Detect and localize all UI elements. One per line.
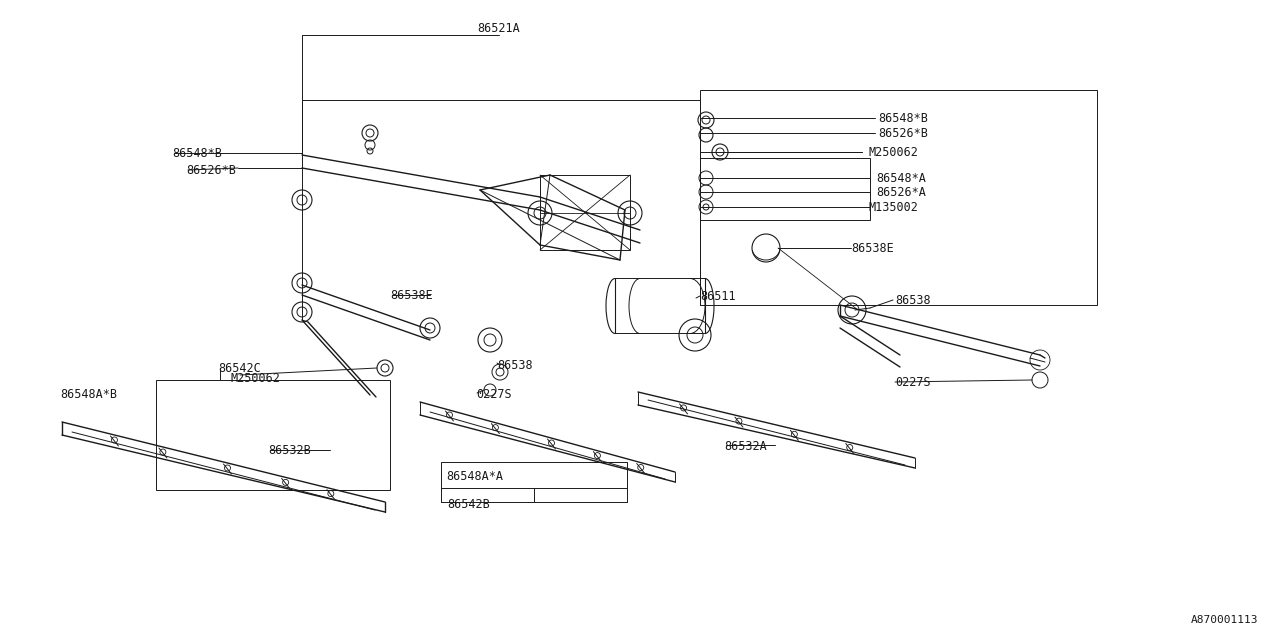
Text: 86548A*A: 86548A*A: [445, 470, 503, 483]
Text: 86511: 86511: [700, 289, 736, 303]
Text: M250062: M250062: [230, 371, 280, 385]
Text: 86526*A: 86526*A: [876, 186, 925, 198]
Text: 0227S: 0227S: [476, 388, 512, 401]
Text: 86542B: 86542B: [447, 497, 490, 511]
Text: 86538E: 86538E: [390, 289, 433, 301]
Text: 86538E: 86538E: [851, 241, 893, 255]
Bar: [700, 158, 870, 220]
Bar: [540, 175, 630, 250]
Text: 0227S: 0227S: [895, 376, 931, 388]
Text: 86548*B: 86548*B: [878, 111, 928, 125]
Text: 86526*B: 86526*B: [186, 163, 236, 177]
Text: A870001113: A870001113: [1190, 615, 1258, 625]
Text: 86548*A: 86548*A: [876, 172, 925, 184]
Bar: [700, 90, 1097, 305]
Text: M135002: M135002: [868, 200, 918, 214]
Bar: [156, 380, 390, 490]
Text: 86521A: 86521A: [477, 22, 521, 35]
Text: 86538: 86538: [497, 358, 532, 371]
Bar: [442, 462, 627, 488]
Text: 86532B: 86532B: [268, 444, 311, 456]
Text: 86548*B: 86548*B: [172, 147, 221, 159]
Text: 86532A: 86532A: [724, 440, 767, 452]
Text: M250062: M250062: [868, 145, 918, 159]
Text: 86538: 86538: [895, 294, 931, 307]
Bar: [614, 278, 705, 333]
Text: 86526*B: 86526*B: [878, 127, 928, 140]
Text: 86542C: 86542C: [218, 362, 261, 374]
Text: 86548A*B: 86548A*B: [60, 388, 116, 401]
